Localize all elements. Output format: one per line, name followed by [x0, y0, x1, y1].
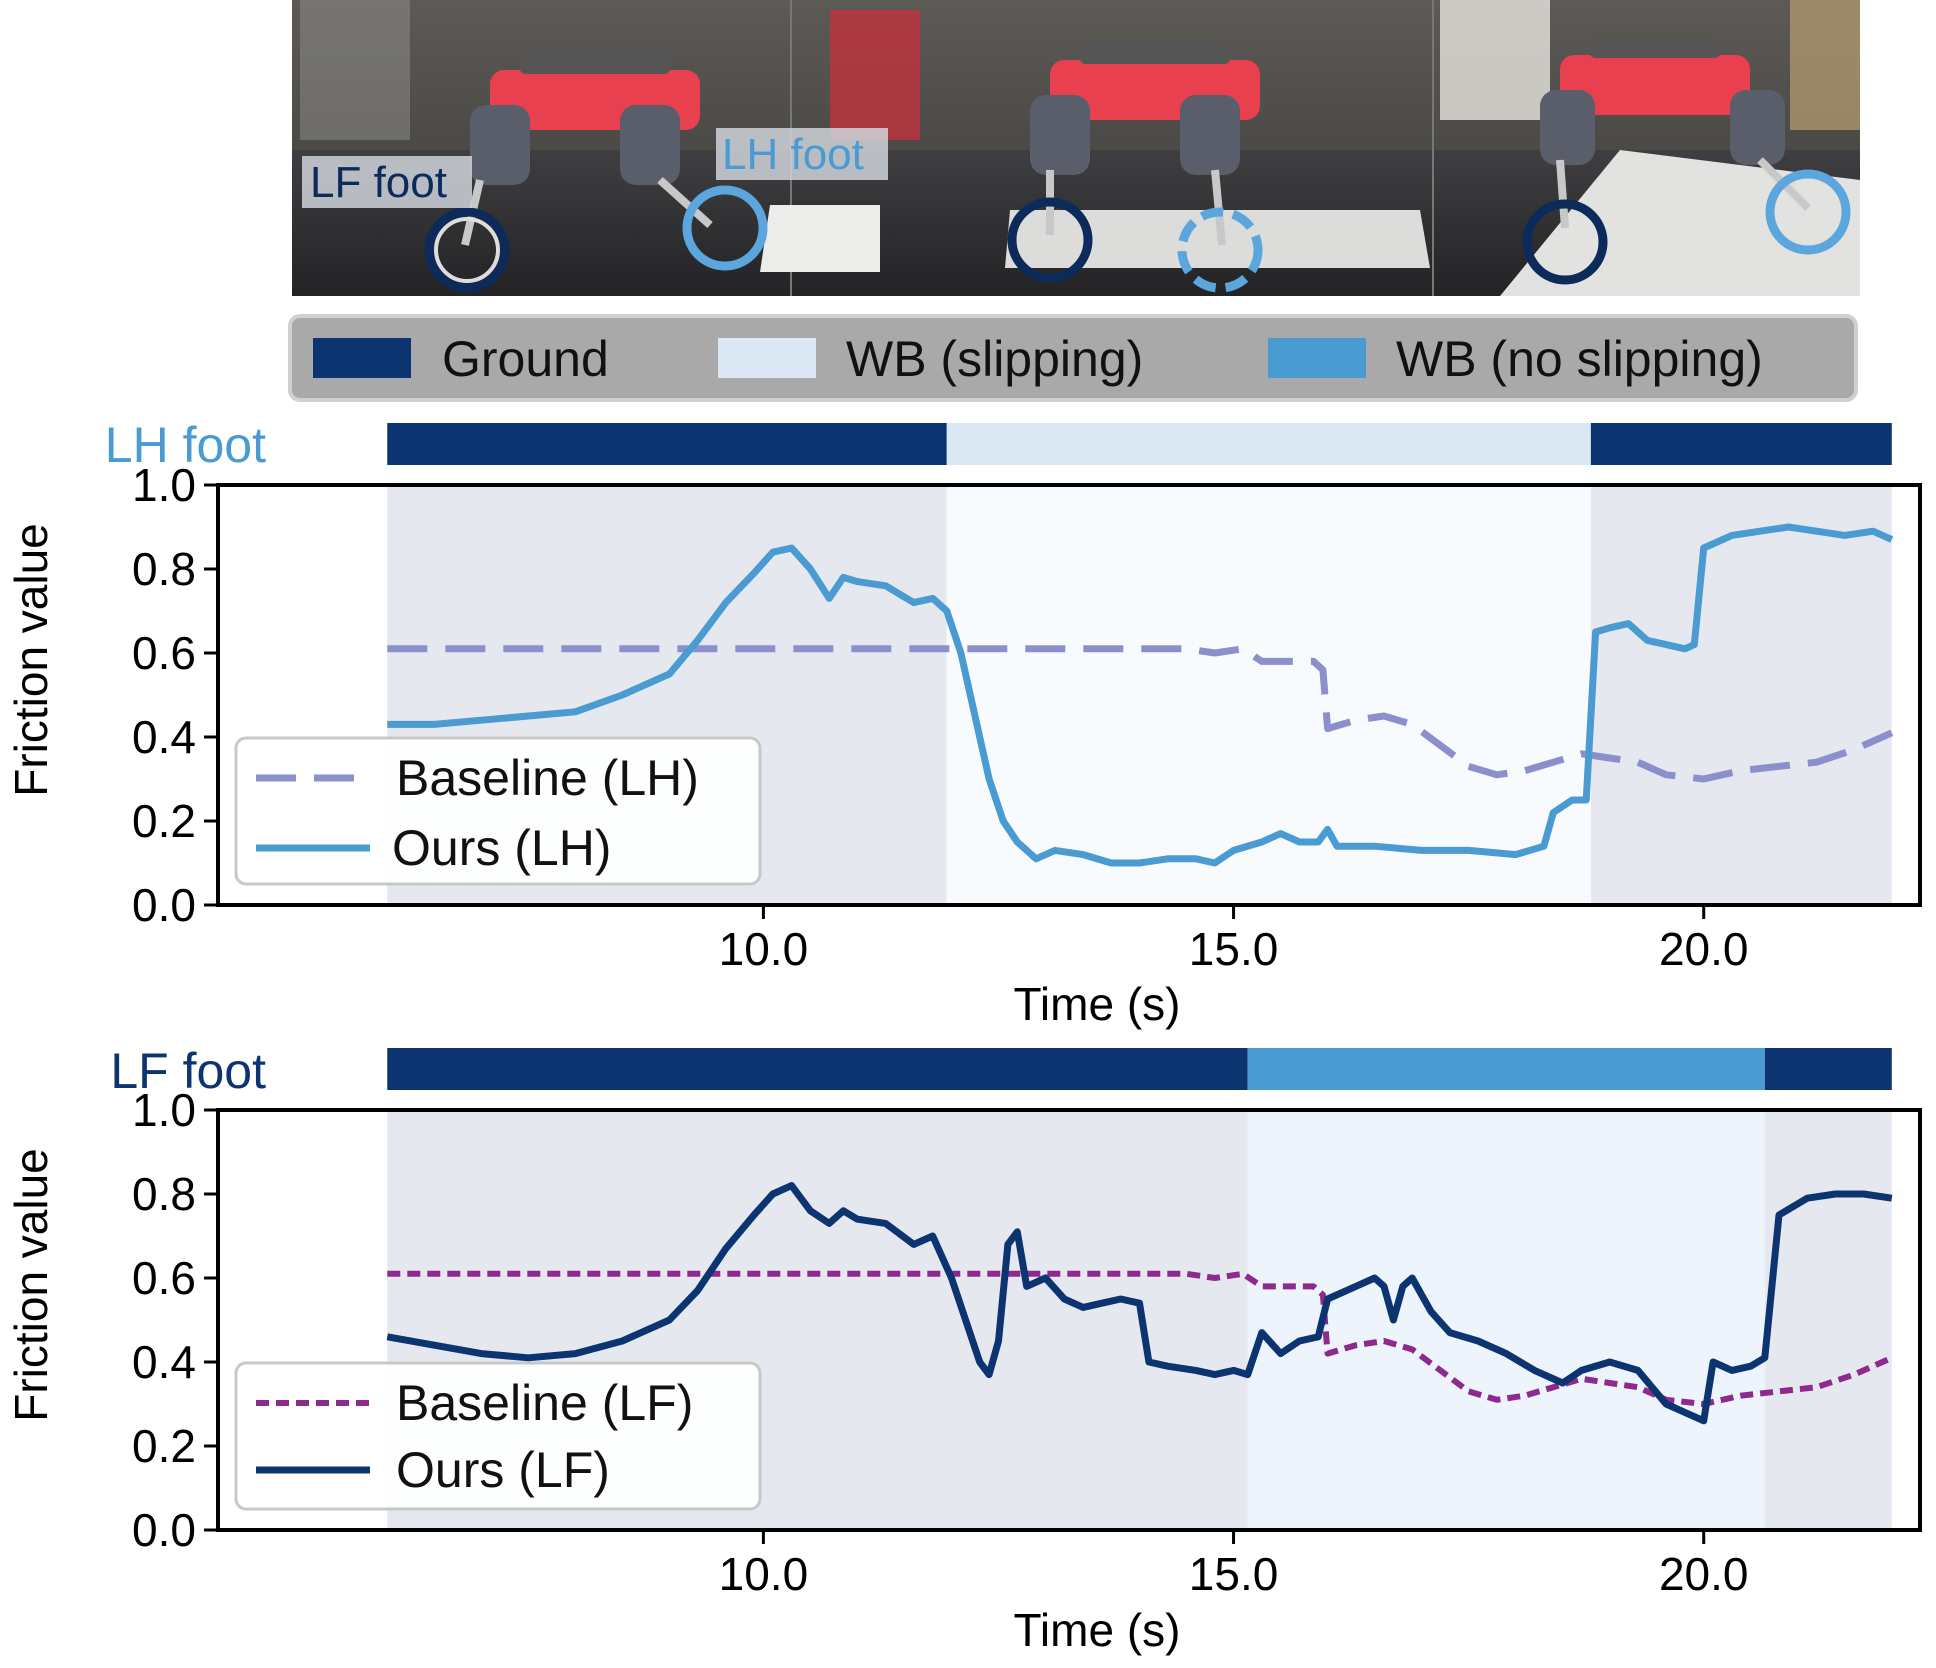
contact-legend-box: [288, 314, 1858, 402]
series-legend: Baseline (LF) Ours (LF): [234, 1361, 762, 1511]
y-tick-label: 0.4: [132, 1336, 196, 1388]
legend-text-baseline-lf: Baseline (LF): [396, 1375, 693, 1431]
photo-crate: [830, 10, 920, 140]
phase-shade: [1590, 485, 1892, 905]
y-tick-label: 0.8: [132, 1168, 196, 1220]
photo-label-lh: LH foot: [722, 130, 864, 179]
legend-label-wb-slipping: WB (slipping): [846, 331, 1143, 387]
lf-foot-marker: [424, 207, 510, 293]
x-tick-label: 20.0: [1659, 923, 1749, 975]
series-legend: Baseline (LH) Ours (LH): [234, 736, 762, 886]
y-tick-label: 0.0: [132, 1504, 196, 1556]
robot: [461, 52, 713, 246]
x-axis-label: Time (s): [1014, 978, 1181, 1030]
legend-text-ours-lf: Ours (LF): [396, 1442, 610, 1498]
x-axis-label: Time (s): [1014, 1604, 1181, 1656]
photo-shelf: [300, 0, 410, 140]
phase-shade: [1764, 1110, 1892, 1530]
y-tick-label: 1.0: [132, 1084, 196, 1136]
x-tick-label: 20.0: [1659, 1548, 1749, 1600]
axes-frame: [216, 483, 1922, 907]
y-axis-label: Friction value: [5, 1148, 57, 1422]
photo-frame-divider: [1432, 0, 1434, 296]
y-tick-label: 0.0: [132, 879, 196, 931]
whiteboard: [760, 205, 880, 272]
series-line: [386, 1182, 1893, 1425]
photo-label-lf: LF foot: [310, 158, 447, 207]
robot: [1540, 38, 1811, 229]
lf-foot-marker: [1007, 197, 1093, 283]
axes-frame: [216, 1108, 1922, 1532]
x-tick-label: 10.0: [719, 923, 809, 975]
phase-shade: [946, 485, 1591, 905]
legend-swatch-wb-slipping: [718, 338, 816, 378]
phase-shade: [1247, 1110, 1765, 1530]
y-tick-label: 0.2: [132, 795, 196, 847]
legend-swatch-wb-no-slipping: [1268, 338, 1366, 378]
phase-segment: [946, 423, 1591, 465]
phase-segment: [387, 423, 947, 465]
lh-label-box: [716, 128, 888, 180]
lf-foot-marker-inner: [434, 217, 500, 283]
phase-segment: [387, 1048, 1248, 1090]
y-tick-label: 0.4: [132, 711, 196, 763]
y-tick-label: 1.0: [132, 459, 196, 511]
y-tick-label: 0.2: [132, 1420, 196, 1472]
legend-label-wb-no-slipping: WB (no slipping): [1396, 331, 1763, 387]
foot-label-lf: LF foot: [110, 1043, 266, 1099]
y-axis-label: Friction value: [5, 523, 57, 797]
robot-photo-strip: LF foot LH foot: [292, 0, 1860, 296]
robot: [1030, 42, 1260, 246]
x-tick-label: 15.0: [1189, 1548, 1279, 1600]
photo-cabinet: [1440, 0, 1550, 120]
y-tick-label: 0.6: [132, 627, 196, 679]
lf-label-box: [302, 156, 472, 208]
lh-foot-marker: [1765, 169, 1851, 255]
chart-panel-lh: LH foot 0.0 0.2 0.4 0.6 0.8 1.0 10.0 15.0 20.0 F…: [5, 417, 1922, 1030]
legend-swatch-ground: [313, 338, 411, 378]
x-tick-label: 15.0: [1189, 923, 1279, 975]
whiteboard: [1500, 150, 1860, 296]
phase-segment: [1590, 423, 1892, 465]
lh-foot-marker: [682, 185, 768, 271]
chart-panel-lf: LF foot 0.0 0.2 0.4 0.6 0.8 1.0 10.0 15.0 20.0 F…: [5, 1043, 1922, 1656]
lh-foot-marker-dashed: [1177, 207, 1263, 293]
y-tick-label: 0.6: [132, 1252, 196, 1304]
phase-segment: [1764, 1048, 1892, 1090]
legend-text-baseline-lh: Baseline (LH): [396, 750, 699, 806]
x-tick-label: 10.0: [719, 1548, 809, 1600]
photo-cabinet: [1790, 0, 1860, 130]
series-line: [387, 645, 1894, 783]
series-line: [387, 523, 1894, 867]
plot-area: 0.0 0.2 0.4 0.6 0.8 1.0 10.0 15.0 20.0: [132, 1084, 1922, 1600]
lf-foot-marker: [1522, 199, 1608, 285]
phase-segment: [1247, 1048, 1765, 1090]
contact-legend: Ground WB (slipping) WB (no slipping): [288, 314, 1858, 402]
contact-phase-bar: [387, 423, 1892, 465]
legend-label-ground: Ground: [442, 331, 609, 387]
y-tick-label: 0.8: [132, 543, 196, 595]
foot-label-lh: LH foot: [105, 417, 266, 473]
legend-text-ours-lh: Ours (LH): [392, 820, 611, 876]
plot-area: 0.0 0.2 0.4 0.6 0.8 1.0 10.0 15.0 20.0: [132, 459, 1922, 975]
contact-phase-bar: [387, 1048, 1892, 1090]
